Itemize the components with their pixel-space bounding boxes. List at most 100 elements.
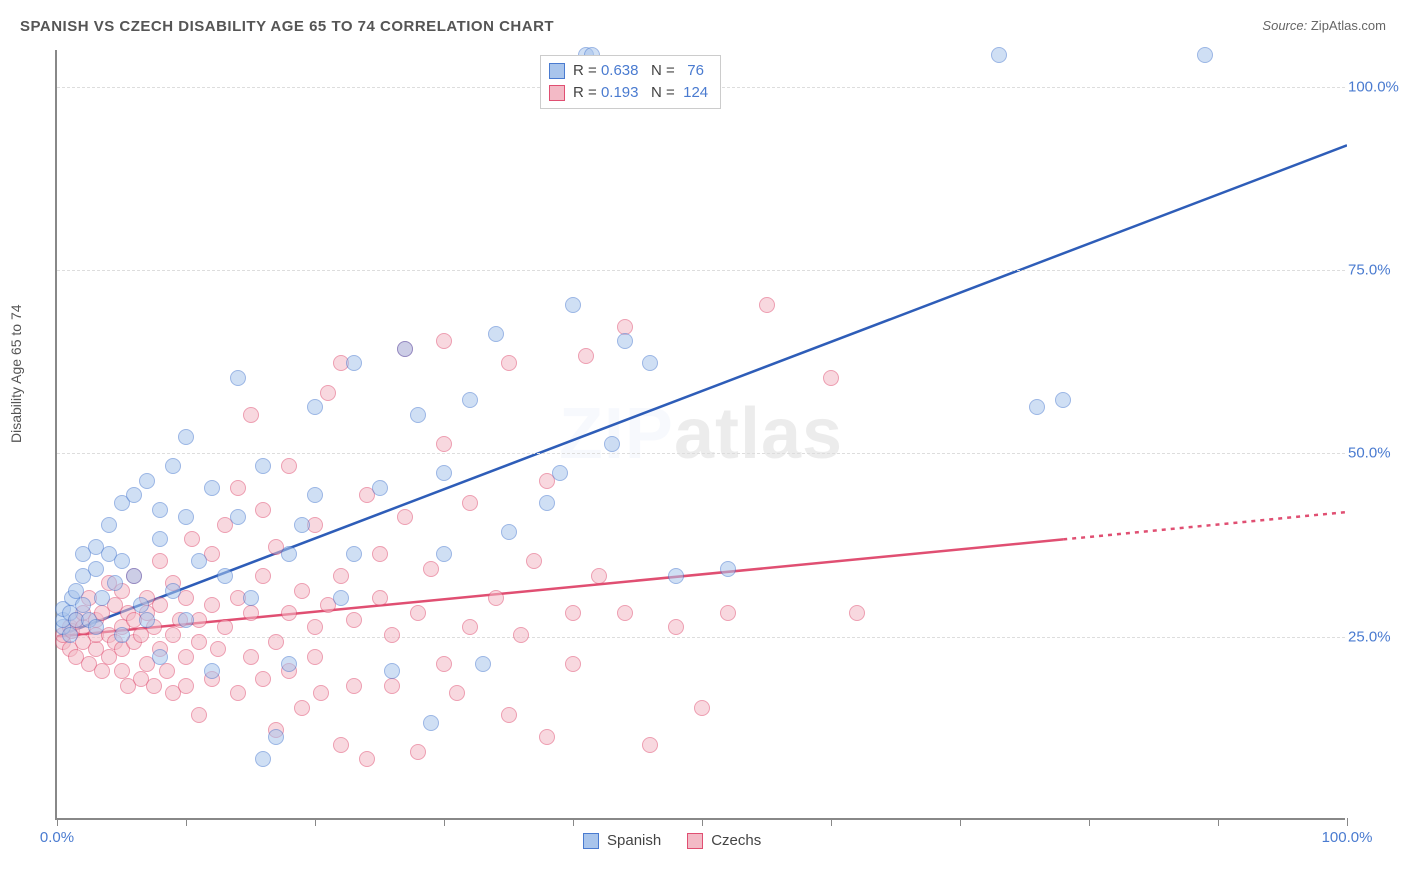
spanish-marker <box>1197 47 1213 63</box>
spanish-marker <box>333 590 349 606</box>
chart-container: SPANISH VS CZECH DISABILITY AGE 65 TO 74… <box>0 0 1406 892</box>
spanish-marker <box>255 458 271 474</box>
czech-marker <box>565 656 581 672</box>
czech-marker <box>346 678 362 694</box>
czech-marker <box>294 583 310 599</box>
spanish-marker <box>165 458 181 474</box>
spanish-marker <box>1029 399 1045 415</box>
x-tick <box>444 818 445 826</box>
regression-line <box>57 145 1347 636</box>
czech-marker <box>294 700 310 716</box>
grid-line <box>57 453 1345 454</box>
spanish-marker <box>94 590 110 606</box>
czech-marker <box>255 502 271 518</box>
spanish-marker <box>62 627 78 643</box>
spanish-marker <box>88 619 104 635</box>
czech-marker <box>333 568 349 584</box>
czech-marker <box>526 553 542 569</box>
spanish-swatch-icon <box>549 63 565 79</box>
czech-swatch-icon <box>549 85 565 101</box>
x-tick <box>57 818 58 826</box>
spanish-marker <box>410 407 426 423</box>
grid-line <box>57 637 1345 638</box>
czech-marker <box>617 605 633 621</box>
czech-marker <box>281 605 297 621</box>
spanish-marker <box>307 487 323 503</box>
czech-marker <box>501 707 517 723</box>
czech-marker <box>397 509 413 525</box>
x-tick <box>960 818 961 826</box>
czech-marker <box>243 407 259 423</box>
spanish-marker <box>268 729 284 745</box>
spanish-marker <box>126 568 142 584</box>
stats-text: R = 0.193 N = 124 <box>573 82 708 104</box>
czech-marker <box>94 663 110 679</box>
czech-marker <box>152 597 168 613</box>
spanish-marker <box>204 663 220 679</box>
source-name: ZipAtlas.com <box>1311 18 1386 33</box>
legend-item-czech: Czechs <box>687 832 761 849</box>
czech-marker <box>178 678 194 694</box>
czech-marker <box>184 531 200 547</box>
czech-marker <box>462 495 478 511</box>
y-tick-label: 25.0% <box>1348 628 1403 645</box>
grid-line <box>57 270 1345 271</box>
spanish-marker <box>488 326 504 342</box>
czech-marker <box>539 729 555 745</box>
spanish-marker <box>178 509 194 525</box>
czech-marker <box>384 627 400 643</box>
spanish-marker <box>88 561 104 577</box>
spanish-marker <box>230 509 246 525</box>
spanish-marker <box>204 480 220 496</box>
czech-marker <box>488 590 504 606</box>
spanish-marker <box>552 465 568 481</box>
x-tick-label: 0.0% <box>40 829 74 846</box>
y-tick-label: 75.0% <box>1348 262 1403 279</box>
y-axis-label: Disability Age 65 to 74 <box>8 304 24 443</box>
spanish-marker <box>462 392 478 408</box>
spanish-marker <box>436 465 452 481</box>
czech-marker <box>146 678 162 694</box>
czech-marker <box>720 605 736 621</box>
spanish-marker <box>372 480 388 496</box>
spanish-marker <box>152 531 168 547</box>
stats-text: R = 0.638 N = 76 <box>573 60 704 82</box>
spanish-marker <box>991 47 1007 63</box>
czech-marker <box>114 663 130 679</box>
czech-marker <box>565 605 581 621</box>
chart-title: SPANISH VS CZECH DISABILITY AGE 65 TO 74… <box>20 18 554 35</box>
czech-marker <box>372 590 388 606</box>
czech-marker <box>230 480 246 496</box>
spanish-marker <box>230 370 246 386</box>
x-tick <box>315 818 316 826</box>
y-tick-label: 100.0% <box>1348 78 1403 95</box>
spanish-marker <box>281 656 297 672</box>
x-tick <box>702 818 703 826</box>
czech-marker <box>255 671 271 687</box>
spanish-marker <box>191 553 207 569</box>
spanish-marker <box>346 355 362 371</box>
czech-swatch-icon <box>687 833 703 849</box>
czech-marker <box>410 744 426 760</box>
czech-marker <box>642 737 658 753</box>
spanish-marker <box>565 297 581 313</box>
czech-marker <box>513 627 529 643</box>
spanish-marker <box>217 568 233 584</box>
spanish-marker <box>126 487 142 503</box>
spanish-marker <box>604 436 620 452</box>
czech-marker <box>230 685 246 701</box>
spanish-marker <box>101 517 117 533</box>
czech-marker <box>333 737 349 753</box>
spanish-swatch-icon <box>583 833 599 849</box>
czech-marker <box>591 568 607 584</box>
spanish-marker <box>307 399 323 415</box>
spanish-marker <box>139 473 155 489</box>
source-label: Source: <box>1262 18 1307 33</box>
legend-item-spanish: Spanish <box>583 832 661 849</box>
czech-marker <box>436 656 452 672</box>
czech-marker <box>759 297 775 313</box>
czech-marker <box>668 619 684 635</box>
czech-marker <box>423 561 439 577</box>
spanish-marker <box>475 656 491 672</box>
spanish-marker <box>178 612 194 628</box>
